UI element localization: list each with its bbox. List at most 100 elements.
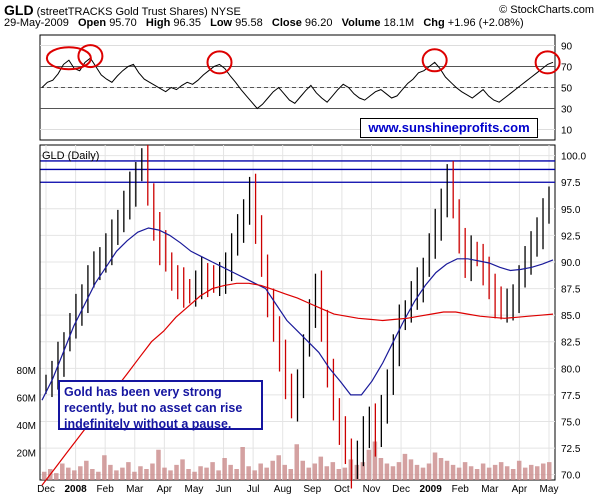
- volume-bar: [126, 462, 131, 480]
- volume-bar: [66, 467, 71, 480]
- price-tick-label: 75.0: [561, 418, 581, 429]
- volume-bar: [432, 452, 438, 480]
- rsi-line: [41, 57, 554, 110]
- rsi-tick-label: 90: [561, 42, 573, 53]
- time-tick-label: 2008: [64, 484, 87, 495]
- time-tick-label: Apr: [512, 484, 528, 495]
- stats-line: 29-May-2009 Open 95.70 High 96.35 Low 95…: [4, 17, 524, 29]
- time-tick-label: Feb: [452, 484, 470, 495]
- close-value: 96.20: [304, 17, 333, 29]
- time-tick-label: Mar: [126, 484, 144, 495]
- volume-bar: [204, 467, 209, 480]
- chg-value: +1.96 (+2.08%): [447, 17, 524, 29]
- volume-bar: [456, 467, 462, 480]
- price-tick-label: 82.5: [561, 338, 581, 349]
- volume-bar: [114, 470, 119, 480]
- volume-bar: [72, 470, 77, 480]
- volume-bar: [264, 467, 269, 480]
- commentary-note: Gold has been very strong recently, but …: [58, 380, 263, 431]
- volume-bar: [198, 466, 203, 480]
- price-tick-label: 100.0: [561, 152, 586, 163]
- volume-bar: [252, 470, 257, 480]
- time-tick-label: Jul: [247, 484, 260, 495]
- price-tick-label: 90.0: [561, 258, 581, 269]
- volume-bar: [522, 467, 528, 480]
- time-tick-label: Aug: [274, 484, 292, 495]
- volume-bar: [84, 460, 89, 480]
- time-tick-label: May: [184, 484, 203, 495]
- volume-bar: [120, 467, 125, 480]
- volume-bar: [330, 462, 336, 480]
- volume-bar: [408, 459, 414, 480]
- volume-bar: [144, 469, 149, 480]
- volume-bar: [462, 462, 468, 480]
- time-tick-label: Dec: [37, 484, 55, 495]
- volume-bar: [96, 471, 101, 480]
- low-value: 95.58: [235, 17, 263, 29]
- volume-bar: [216, 470, 221, 480]
- volume-bar: [516, 460, 522, 480]
- volume-bar: [510, 469, 516, 480]
- overbought-circle: [77, 44, 104, 69]
- website-watermark: www.sunshineprofits.com: [360, 118, 538, 138]
- volume-bar: [168, 470, 173, 480]
- volume-bar: [360, 462, 366, 480]
- volume-bar: [246, 466, 251, 480]
- volume-tick-label: 80M: [17, 366, 36, 377]
- price-tick-label: 85.0: [561, 311, 581, 322]
- rsi-tick-label: 50: [561, 84, 573, 95]
- overbought-circle: [421, 48, 448, 73]
- price-tick-label: 87.5: [561, 285, 581, 296]
- volume-bar: [132, 471, 137, 480]
- volume-tick-label: 20M: [17, 449, 36, 460]
- volume-bar: [294, 444, 300, 480]
- volume-bar: [438, 458, 444, 480]
- rsi-tick-label: 70: [561, 63, 573, 74]
- volume-bar: [318, 456, 324, 480]
- volume-bar: [420, 467, 426, 480]
- volume-bar: [180, 459, 185, 480]
- overbought-circle: [45, 46, 92, 71]
- volume-bar: [402, 453, 408, 480]
- price-tick-label: 72.5: [561, 444, 581, 455]
- volume-bar: [390, 466, 396, 480]
- volume-bar: [492, 464, 498, 480]
- time-tick-label: May: [540, 484, 559, 495]
- volume-bar: [234, 469, 239, 480]
- time-tick-label: Oct: [334, 484, 350, 495]
- volume-bar: [276, 455, 281, 480]
- volume-bar: [150, 463, 155, 480]
- volume-bar: [108, 464, 113, 480]
- volume-bar: [78, 466, 83, 480]
- volume-bar: [540, 463, 546, 480]
- ticker-name: (streetTRACKS Gold Trust Shares): [36, 6, 208, 18]
- volume-bar: [378, 458, 384, 480]
- volume-label: Volume: [341, 17, 381, 29]
- volume-bar: [312, 463, 318, 480]
- volume-bar: [210, 462, 215, 480]
- volume-tick-label: 40M: [17, 421, 36, 432]
- overbought-circle: [534, 50, 561, 75]
- price-tick-label: 97.5: [561, 178, 581, 189]
- date-label: 29-May-2009: [4, 17, 69, 29]
- rsi-tick-label: 10: [561, 126, 573, 137]
- volume-bar: [504, 466, 510, 480]
- volume-bar: [228, 464, 233, 480]
- chart-title-line: GLD (streetTRACKS Gold Trust Shares) NYS…: [4, 2, 241, 18]
- open-value: 95.70: [109, 17, 137, 29]
- volume-bar: [366, 449, 372, 480]
- price-tick-label: 77.5: [561, 391, 581, 402]
- volume-bar: [546, 462, 552, 480]
- volume-bar: [258, 463, 263, 480]
- volume-bar: [282, 464, 287, 480]
- exchange-label: NYSE: [210, 6, 241, 18]
- volume-bar: [474, 469, 480, 480]
- open-label: Open: [78, 17, 107, 29]
- volume-bar: [186, 469, 191, 480]
- volume-bar: [270, 460, 275, 480]
- high-value: 96.35: [173, 17, 201, 29]
- volume-bar: [444, 460, 450, 480]
- volume-bar: [342, 467, 348, 480]
- volume-bar: [480, 463, 486, 480]
- volume-bar: [534, 466, 540, 480]
